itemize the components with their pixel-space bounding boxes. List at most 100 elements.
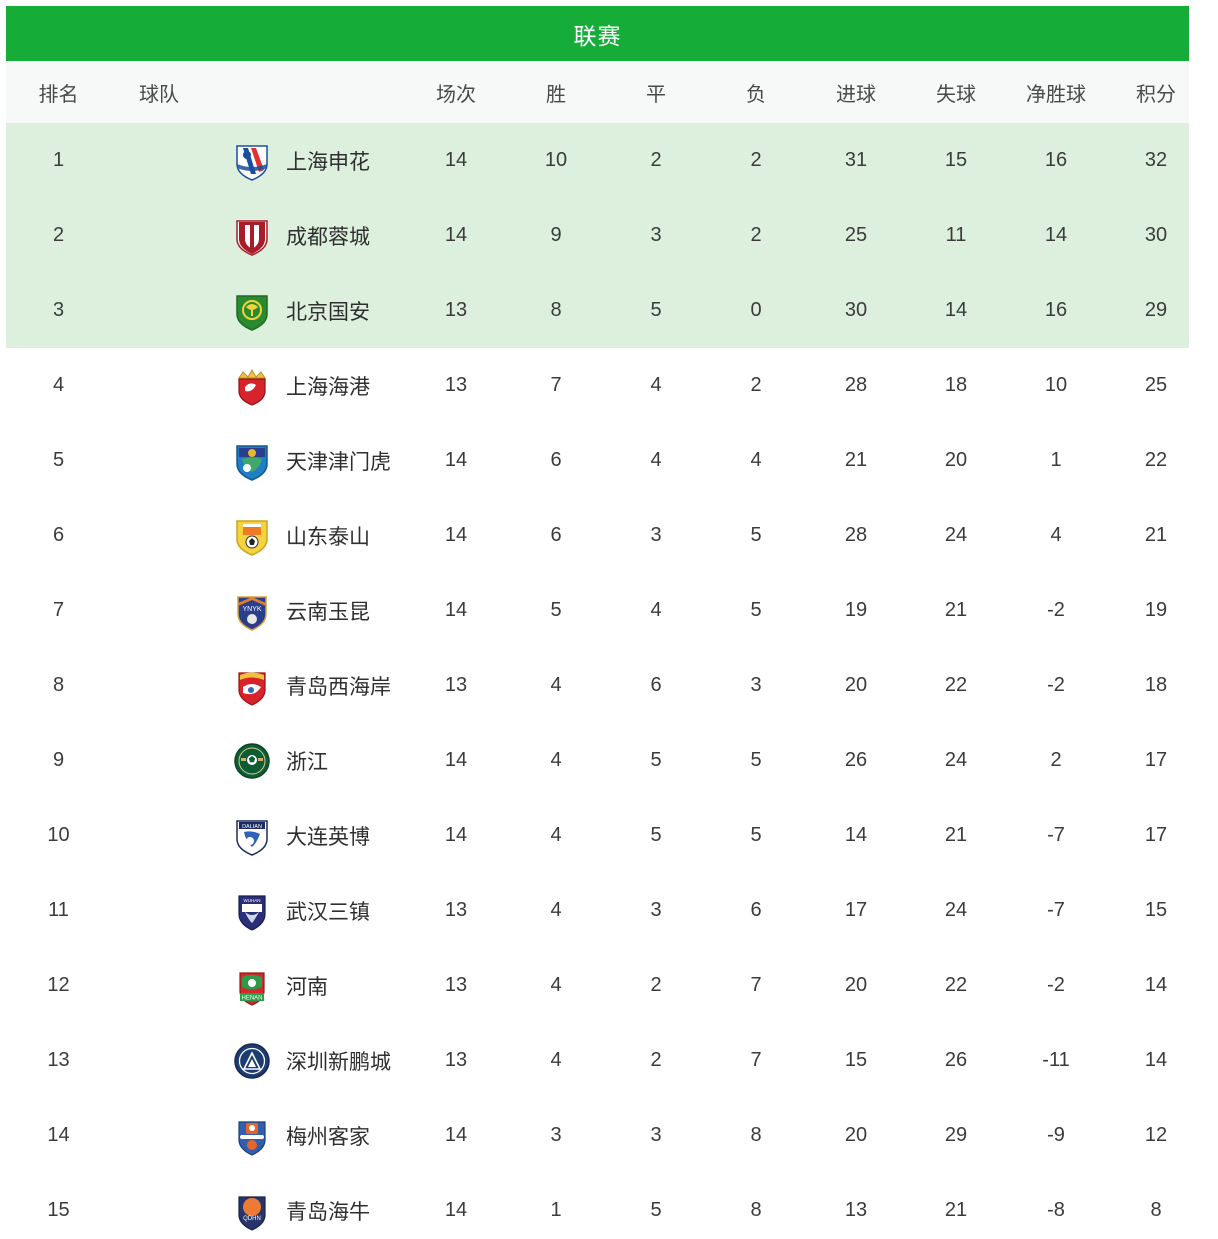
table-row[interactable]: 8 青岛西海岸 13 4 6 3 20 22 -2 18 — [6, 648, 1189, 723]
cell-loss: 2 — [750, 224, 762, 246]
cell-played: 13 — [444, 299, 468, 321]
cell-played: 14 — [444, 1124, 468, 1146]
cell-gd: -11 — [1042, 1049, 1070, 1071]
header-cell-col-team[interactable]: 球队 — [111, 78, 406, 107]
cell-loss: 0 — [750, 299, 762, 321]
header-cell-col-goal-diff[interactable]: 净胜球 — [1006, 78, 1106, 107]
cell-pts: 30 — [1144, 224, 1168, 246]
cell-gd: -2 — [1047, 599, 1065, 621]
cell-team[interactable]: 山东泰山 — [111, 515, 406, 557]
table-row[interactable]: 6 山东泰山 14 6 3 5 28 24 4 21 — [6, 498, 1189, 573]
cell-team[interactable]: 天津津门虎 — [111, 440, 406, 482]
cell-win: 4 — [550, 749, 562, 771]
header-cell-col-rank[interactable]: 排名 — [6, 78, 111, 107]
cell-team[interactable]: 青岛西海岸 — [111, 665, 406, 707]
cell-win: 4 — [550, 974, 562, 996]
cell-team[interactable]: 成都蓉城 — [111, 215, 406, 257]
cell-team[interactable]: 浙江 — [111, 740, 406, 782]
wuhan-three-towns-crest: WUHAN — [231, 890, 273, 932]
header-cell-col-goals-against[interactable]: 失球 — [906, 78, 1006, 107]
cell-rank: 2 — [52, 224, 65, 246]
cell-rank: 13 — [47, 1049, 70, 1071]
cell-team[interactable]: 深圳新鹏城 — [111, 1040, 406, 1082]
cell-team[interactable]: 上海申花 — [111, 140, 406, 182]
header-cell-col-draw[interactable]: 平 — [606, 78, 706, 107]
cell-gd: -7 — [1047, 824, 1065, 846]
team-name: 梅州客家 — [286, 1125, 370, 1149]
cell-win: 7 — [550, 374, 562, 396]
table-row[interactable]: 10 DALIAN 大连英博 14 4 5 5 14 21 -7 17 — [6, 798, 1189, 873]
svg-text:HENAN: HENAN — [241, 995, 262, 1001]
table-row[interactable]: 13 深圳新鹏城 13 4 2 7 15 26 -11 14 — [6, 1023, 1189, 1098]
cell-rank: 3 — [52, 299, 65, 321]
cell-draw: 4 — [650, 599, 662, 621]
cell-team[interactable]: 梅州客家 — [111, 1115, 406, 1157]
cell-rank: 12 — [47, 974, 70, 996]
cell-gf: 20 — [844, 974, 868, 996]
cell-pts: 18 — [1144, 674, 1168, 696]
header-cell-col-loss[interactable]: 负 — [706, 78, 806, 107]
table-row[interactable]: 1 上海申花 14 10 2 2 31 15 16 32 — [6, 123, 1189, 198]
cell-ga: 26 — [944, 1049, 968, 1071]
cell-rank: 9 — [52, 749, 65, 771]
table-row[interactable]: 14 梅州客家 14 3 3 8 20 29 -9 12 — [6, 1098, 1189, 1173]
header-label: 积分 — [1136, 83, 1176, 106]
header-label: 胜 — [546, 83, 566, 106]
cell-win: 4 — [550, 824, 562, 846]
team-name: 武汉三镇 — [286, 900, 370, 924]
cell-team[interactable]: YNYK 云南玉昆 — [111, 590, 406, 632]
team-name: 浙江 — [286, 750, 328, 774]
cell-gd: -2 — [1047, 974, 1065, 996]
cell-team[interactable]: 北京国安 — [111, 290, 406, 332]
cell-gf: 20 — [844, 674, 868, 696]
cell-gd: 16 — [1044, 149, 1068, 171]
cell-gf: 28 — [844, 524, 868, 546]
cell-team[interactable]: DALIAN 大连英博 — [111, 815, 406, 857]
svg-text:QDHN: QDHN — [243, 1216, 261, 1222]
header-cell-col-win[interactable]: 胜 — [506, 78, 606, 107]
cell-loss: 5 — [750, 524, 762, 546]
cell-played: 14 — [444, 224, 468, 246]
cell-rank: 8 — [52, 674, 65, 696]
header-cell-col-goals-for[interactable]: 进球 — [806, 78, 906, 107]
table-row[interactable]: 11 WUHAN 武汉三镇 13 4 3 6 17 24 -7 15 — [6, 873, 1189, 948]
table-row[interactable]: 3 北京国安 13 8 5 0 30 14 16 29 — [6, 273, 1189, 348]
meizhou-hakka-crest — [231, 1115, 273, 1157]
table-row[interactable]: 2 成都蓉城 14 9 3 2 25 11 14 30 — [6, 198, 1189, 273]
cell-gf: 13 — [844, 1199, 868, 1221]
table-row[interactable]: 12 HENAN 河南 13 4 2 7 20 22 -2 14 — [6, 948, 1189, 1023]
cell-draw: 2 — [650, 974, 662, 996]
header-label: 失球 — [936, 83, 976, 106]
table-row[interactable]: 15 QDHN 青岛海牛 14 1 5 8 13 21 -8 8 — [6, 1173, 1189, 1239]
cell-pts: 19 — [1144, 599, 1168, 621]
cell-team[interactable]: 上海海港 — [111, 365, 406, 407]
header-cell-col-points[interactable]: 积分 — [1106, 78, 1206, 107]
cell-gf: 30 — [844, 299, 868, 321]
cell-ga: 21 — [944, 1199, 968, 1221]
team-name: 河南 — [286, 975, 328, 999]
cell-win: 6 — [550, 524, 562, 546]
cell-team[interactable]: HENAN 河南 — [111, 965, 406, 1007]
svg-text:YNYK: YNYK — [242, 606, 261, 613]
table-row[interactable]: 9 浙江 14 4 5 5 26 24 2 17 — [6, 723, 1189, 798]
table-row[interactable]: 4 上海海港 13 7 4 2 28 18 10 25 — [6, 348, 1189, 423]
beijing-guoan-crest — [231, 290, 273, 332]
cell-gd: 10 — [1044, 374, 1068, 396]
header-label: 平 — [646, 83, 666, 106]
cell-gd: -9 — [1047, 1124, 1065, 1146]
cell-loss: 3 — [750, 674, 762, 696]
cell-loss: 2 — [750, 374, 762, 396]
cell-pts: 17 — [1144, 749, 1168, 771]
cell-team[interactable]: WUHAN 武汉三镇 — [111, 890, 406, 932]
cell-loss: 6 — [750, 899, 762, 921]
table-header-row: 排名 球队 场次 胜 平 负 进球 失球 净胜球 积分 — [6, 61, 1189, 123]
header-cell-col-played[interactable]: 场次 — [406, 78, 506, 107]
cell-draw: 2 — [650, 1049, 662, 1071]
cell-draw: 6 — [650, 674, 662, 696]
table-row[interactable]: 7 YNYK 云南玉昆 14 5 4 5 19 21 -2 19 — [6, 573, 1189, 648]
cell-team[interactable]: QDHN 青岛海牛 — [111, 1190, 406, 1232]
table-row[interactable]: 5 天津津门虎 14 6 4 4 21 20 1 22 — [6, 423, 1189, 498]
qingdao-hainiu-crest: QDHN — [231, 1190, 273, 1232]
cell-played: 14 — [444, 524, 468, 546]
cell-ga: 29 — [944, 1124, 968, 1146]
